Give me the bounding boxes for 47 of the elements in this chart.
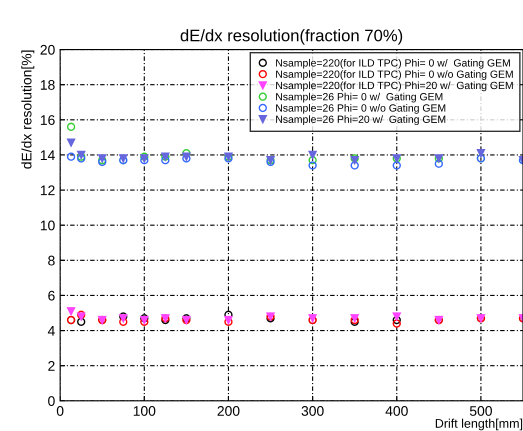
point — [350, 161, 359, 170]
point — [392, 312, 401, 321]
x-tick-label: 400 — [386, 406, 408, 416]
point — [140, 314, 148, 322]
y-tick-label: 12 — [40, 185, 55, 196]
point — [66, 152, 76, 161]
x-tick-label: 200 — [218, 406, 240, 416]
legend-label: Nsample=220(for ILD TPC) Phi= 0 w/o Gating GEM — [276, 70, 513, 80]
point — [77, 310, 86, 319]
legend-label: Nsample=26 Phi=20 w/ Gating GEM — [276, 115, 446, 126]
x-tick-label: 100 — [134, 406, 156, 416]
x-tick-label: 300 — [302, 406, 324, 416]
legend-label: Nsample=26 Phi= 0 w/ Gating GEM — [276, 92, 442, 102]
point — [119, 318, 128, 326]
y-tick-label: 14 — [40, 150, 55, 160]
y-tick-label: 6 — [48, 290, 55, 301]
point — [66, 122, 76, 132]
y-tick-label: 8 — [48, 256, 55, 266]
point — [308, 156, 317, 164]
point — [161, 156, 170, 164]
point — [350, 154, 359, 163]
y-tick-label: 2 — [48, 361, 55, 371]
point — [434, 160, 444, 168]
point — [66, 138, 76, 147]
point — [392, 161, 401, 170]
y-tick-label: 4 — [48, 326, 55, 336]
point — [77, 318, 86, 326]
y-tick-label: 20 — [40, 44, 55, 55]
point — [392, 319, 401, 328]
point — [66, 307, 76, 316]
point — [308, 161, 317, 170]
legend-label: Nsample=220(for ILD TPC) Phi= 0 w/ Gating GEM — [276, 58, 510, 69]
point — [476, 149, 486, 158]
y-tick-label: 18 — [40, 80, 55, 90]
point — [392, 316, 401, 324]
y-tick-label: 10 — [40, 220, 55, 230]
legend-label: Nsample=220(for ILD TPC) Phi=20 w/ Gating GEM — [276, 81, 513, 92]
point — [308, 150, 317, 160]
x-tick-label: 500 — [470, 406, 492, 416]
x-tick-label: 0 — [56, 406, 64, 416]
chart-title: dE/dx resolution(fraction 70%) — [180, 29, 402, 45]
legend-label: Nsample=26 Phi= 0 w/o Gating GEM — [276, 104, 446, 114]
point — [119, 312, 128, 321]
y-axis-title: dE/dx resolution[%] — [21, 50, 34, 169]
y-tick-label: 16 — [40, 115, 55, 125]
x-axis-title: Drift length[mm] — [436, 418, 522, 430]
y-tick-label: 0 — [48, 396, 55, 406]
